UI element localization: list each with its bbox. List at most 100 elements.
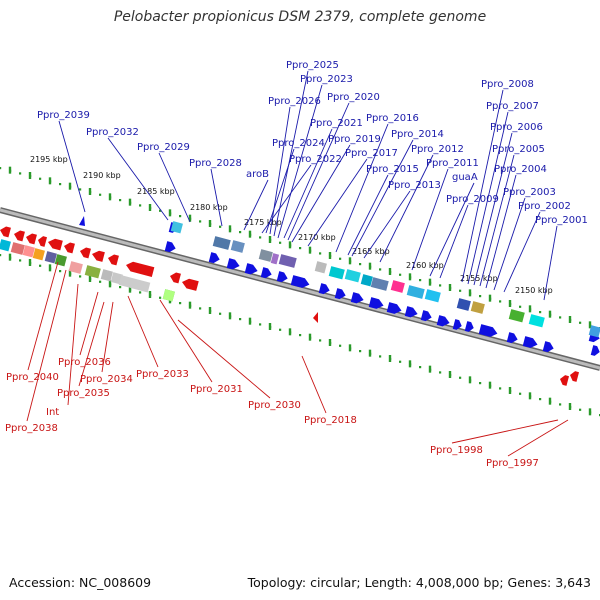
backbone bbox=[0, 207, 600, 371]
forward-gene-box bbox=[344, 269, 361, 283]
callout-line bbox=[79, 291, 99, 356]
gene-label-forward[interactable]: Ppro_2021 bbox=[310, 118, 363, 129]
tick-mark bbox=[568, 316, 572, 323]
tick-dot bbox=[539, 398, 542, 401]
gene-label-forward[interactable]: Ppro_2039 bbox=[37, 110, 90, 121]
gene-label-reverse[interactable]: Ppro_2018 bbox=[304, 415, 357, 426]
tick-mark bbox=[68, 269, 72, 277]
callout-line bbox=[26, 269, 67, 422]
tick-dot bbox=[459, 289, 462, 292]
gene-label-forward[interactable]: Ppro_2012 bbox=[411, 144, 464, 155]
forward-gene-box bbox=[258, 249, 273, 262]
gene-label-forward[interactable]: Ppro_2014 bbox=[391, 129, 444, 140]
tick-mark bbox=[188, 301, 192, 309]
reverse-gene-box bbox=[32, 248, 45, 261]
reverse-gene-arrow bbox=[0, 226, 11, 238]
forward-gene-arrow bbox=[244, 263, 258, 275]
gene-label-reverse[interactable]: Ppro_1997 bbox=[486, 458, 539, 469]
gene-labels: Ppro_2025 Ppro_2023 Ppro_2026 Ppro_2020 Ppro… bbox=[5, 60, 588, 469]
tick-mark bbox=[108, 280, 112, 288]
callout-line bbox=[429, 182, 475, 277]
reverse-gene-box bbox=[68, 261, 83, 274]
gene-label-forward[interactable]: Ppro_2029 bbox=[137, 142, 190, 153]
gene-label-forward[interactable]: Ppro_2024 bbox=[272, 138, 325, 149]
gene-label-forward[interactable]: aroB bbox=[246, 169, 269, 180]
gene-label-forward[interactable]: Ppro_2023 bbox=[300, 74, 353, 85]
gene-label-reverse[interactable]: Int bbox=[46, 407, 59, 418]
reverse-gene-box bbox=[22, 245, 35, 258]
tick-dot bbox=[199, 307, 202, 310]
forward-gene-arrow bbox=[368, 297, 384, 309]
tick-mark bbox=[48, 177, 52, 185]
gene-label-forward[interactable]: Ppro_2025 bbox=[286, 60, 339, 71]
callout-line bbox=[67, 283, 79, 406]
tick-mark bbox=[248, 317, 252, 325]
gene-label-reverse[interactable]: Ppro_1998 bbox=[430, 445, 483, 456]
tick-mark bbox=[28, 259, 32, 266]
gene-label-forward[interactable]: Ppro_2017 bbox=[345, 148, 398, 159]
gene-label-forward[interactable]: Ppro_2019 bbox=[328, 134, 381, 145]
gene-label-reverse[interactable]: Ppro_2038 bbox=[5, 423, 58, 434]
gene-label-forward[interactable]: Ppro_2020 bbox=[327, 92, 380, 103]
gene-label-forward[interactable]: guaA bbox=[452, 172, 478, 183]
gene-label-reverse[interactable]: Ppro_2031 bbox=[190, 384, 243, 395]
tick-dot bbox=[439, 284, 442, 287]
gene-label-forward[interactable]: Ppro_2003 bbox=[503, 187, 556, 198]
tick-mark bbox=[88, 188, 92, 195]
tick-mark bbox=[428, 365, 432, 373]
gene-label-forward[interactable]: Ppro_2028 bbox=[189, 158, 242, 169]
forward-gene-box bbox=[212, 236, 231, 250]
kbp-tick-label: 2175 kbp bbox=[244, 218, 282, 227]
tick-dot-lines bbox=[0, 166, 600, 417]
gene-label-forward[interactable]: Ppro_2032 bbox=[86, 127, 139, 138]
gene-label-forward[interactable]: Ppro_2009 bbox=[446, 194, 499, 205]
tick-mark bbox=[208, 307, 212, 314]
gene-label-forward[interactable]: Ppro_2004 bbox=[494, 164, 547, 175]
gene-label-forward[interactable]: Ppro_2008 bbox=[481, 79, 534, 90]
callout-line bbox=[503, 211, 541, 293]
gene-label-forward[interactable]: Ppro_2005 bbox=[492, 144, 545, 155]
gene-label-reverse[interactable]: Ppro_2033 bbox=[136, 369, 189, 380]
tick-dot bbox=[419, 366, 422, 369]
tick-dot bbox=[559, 403, 562, 406]
gene-label-forward[interactable]: Ppro_2013 bbox=[388, 180, 441, 191]
gene-label-reverse[interactable]: Ppro_2034 bbox=[80, 374, 133, 385]
tick-dot bbox=[39, 264, 42, 267]
gene-label-forward[interactable]: Ppro_2011 bbox=[426, 158, 479, 169]
gene-label-forward[interactable]: Ppro_2015 bbox=[366, 164, 419, 175]
tick-dot bbox=[559, 316, 562, 319]
gene-label-reverse[interactable]: Ppro_2035 bbox=[57, 388, 110, 399]
callout-line bbox=[283, 128, 333, 239]
gene-label-forward[interactable]: Ppro_2007 bbox=[486, 101, 539, 112]
tick-mark bbox=[348, 344, 352, 352]
gene-label-reverse[interactable]: Ppro_2030 bbox=[248, 400, 301, 411]
tick-mark bbox=[228, 225, 232, 233]
tick-dot bbox=[59, 270, 62, 273]
forward-gene-box bbox=[528, 314, 545, 328]
tick-dot bbox=[399, 273, 402, 276]
gene-label-forward[interactable]: Ppro_2002 bbox=[518, 201, 571, 212]
callout-line bbox=[261, 164, 312, 234]
tick-dot bbox=[299, 334, 302, 337]
gene-label-reverse[interactable]: Ppro_2040 bbox=[6, 372, 59, 383]
gene-label-forward[interactable]: Ppro_2026 bbox=[268, 96, 321, 107]
tick-dot bbox=[459, 376, 462, 379]
forward-gene-arrow bbox=[318, 283, 330, 295]
kbp-tick-label: 2150 kbp bbox=[515, 286, 553, 295]
gene-label-forward[interactable]: Ppro_2016 bbox=[366, 113, 419, 124]
tick-dot bbox=[159, 296, 162, 299]
tick-mark bbox=[348, 257, 352, 265]
tick-mark bbox=[548, 397, 552, 405]
forward-gene-arrow bbox=[350, 292, 364, 304]
gene-label-forward[interactable]: Ppro_2001 bbox=[535, 215, 588, 226]
kbp-tick-labels: 2195 kbp 2190 kbp 2185 kbp 2180 kbp 2175 kbp… bbox=[30, 155, 553, 295]
tick-dot bbox=[99, 280, 102, 283]
forward-gene-arrow bbox=[590, 345, 600, 356]
gene-label-forward[interactable]: Ppro_2022 bbox=[289, 154, 342, 165]
gene-label-forward[interactable]: Ppro_2006 bbox=[490, 122, 543, 133]
gene-label-reverse[interactable]: Ppro_2036 bbox=[58, 357, 111, 368]
callout-line bbox=[177, 319, 271, 399]
callout-line bbox=[363, 190, 411, 259]
tick-dot bbox=[279, 241, 282, 244]
strand-marker-reverse bbox=[313, 312, 318, 323]
